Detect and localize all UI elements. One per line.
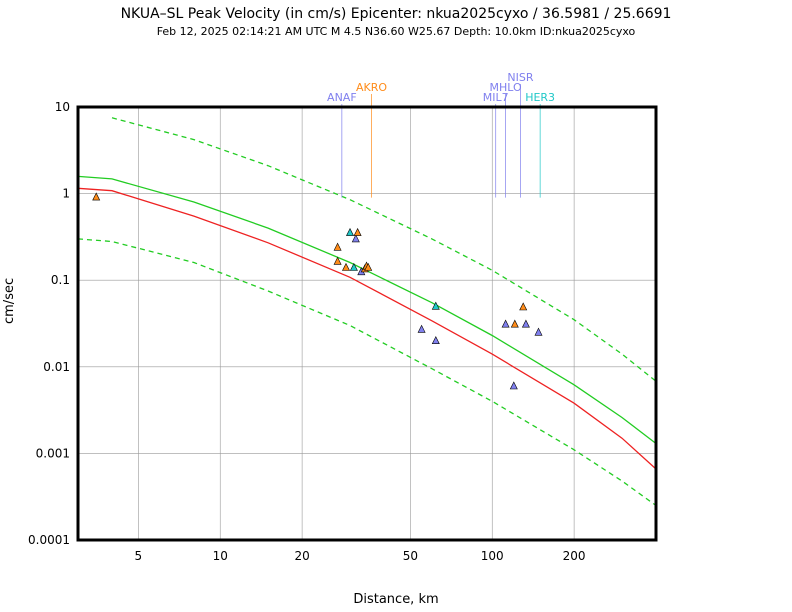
x-tick-label: 200 xyxy=(563,549,586,563)
annotation-label: MIL7 xyxy=(483,91,509,104)
curve-plus-3-sigma xyxy=(111,117,657,382)
station-marker xyxy=(521,319,530,328)
y-tick-label: 0.1 xyxy=(51,273,70,287)
y-tick-label: 0.0001 xyxy=(28,533,70,547)
annotation-label: HER3 xyxy=(525,91,555,104)
station-marker xyxy=(342,262,350,271)
station-marker xyxy=(417,324,426,333)
curves-group xyxy=(77,117,657,507)
y-tick-label: 10 xyxy=(55,100,70,114)
x-tick-label: 5 xyxy=(135,549,143,563)
curve-upper-bias xyxy=(77,175,657,445)
station-marker xyxy=(346,227,354,236)
station-marker xyxy=(349,262,358,271)
station-marker xyxy=(534,327,543,336)
plot-frame xyxy=(76,105,658,542)
grid-lines xyxy=(78,106,656,541)
y-tick-label: 0.001 xyxy=(36,446,70,460)
annotation-label: ANAF xyxy=(327,91,357,104)
x-axis-label: Distance, km xyxy=(353,592,439,607)
x-tick-label: 10 xyxy=(213,549,228,563)
y-tick-label: 0.01 xyxy=(43,360,70,374)
station-marker xyxy=(431,336,440,345)
annotation-label: AKRO xyxy=(356,81,387,94)
station-marker xyxy=(353,227,362,236)
stations-group xyxy=(92,192,543,390)
station-marker xyxy=(333,256,342,265)
station-marker xyxy=(501,319,510,328)
station-marker xyxy=(364,262,373,271)
y-tick-label: 1 xyxy=(62,187,70,201)
x-tick-label: 50 xyxy=(403,549,418,563)
tick-labels: 5 10 20 50 100 200 10 1 0.1 0.01 0.001 0.0001 xyxy=(28,100,586,563)
y-axis-label: cm/sec xyxy=(2,277,17,324)
station-marker xyxy=(509,381,518,390)
chart-title: NKUA–SL Peak Velocity (in cm/s) Epicente… xyxy=(120,6,672,22)
annotation-label: NISR xyxy=(507,71,533,84)
x-tick-label: 20 xyxy=(294,549,309,563)
curve-minus-3-sigma xyxy=(77,238,657,507)
curve-median xyxy=(77,187,657,470)
chart-subtitle: Feb 12, 2025 02:14:21 AM UTC M 4.5 N36.6… xyxy=(156,25,636,38)
station-marker xyxy=(519,302,528,311)
annotation-label: MHLO xyxy=(490,81,522,94)
station-marker xyxy=(510,319,519,328)
station-marker xyxy=(431,301,440,310)
station-marker xyxy=(333,242,342,251)
station-marker xyxy=(351,234,360,243)
x-tick-label: 100 xyxy=(481,549,504,563)
station-marker xyxy=(92,192,101,201)
